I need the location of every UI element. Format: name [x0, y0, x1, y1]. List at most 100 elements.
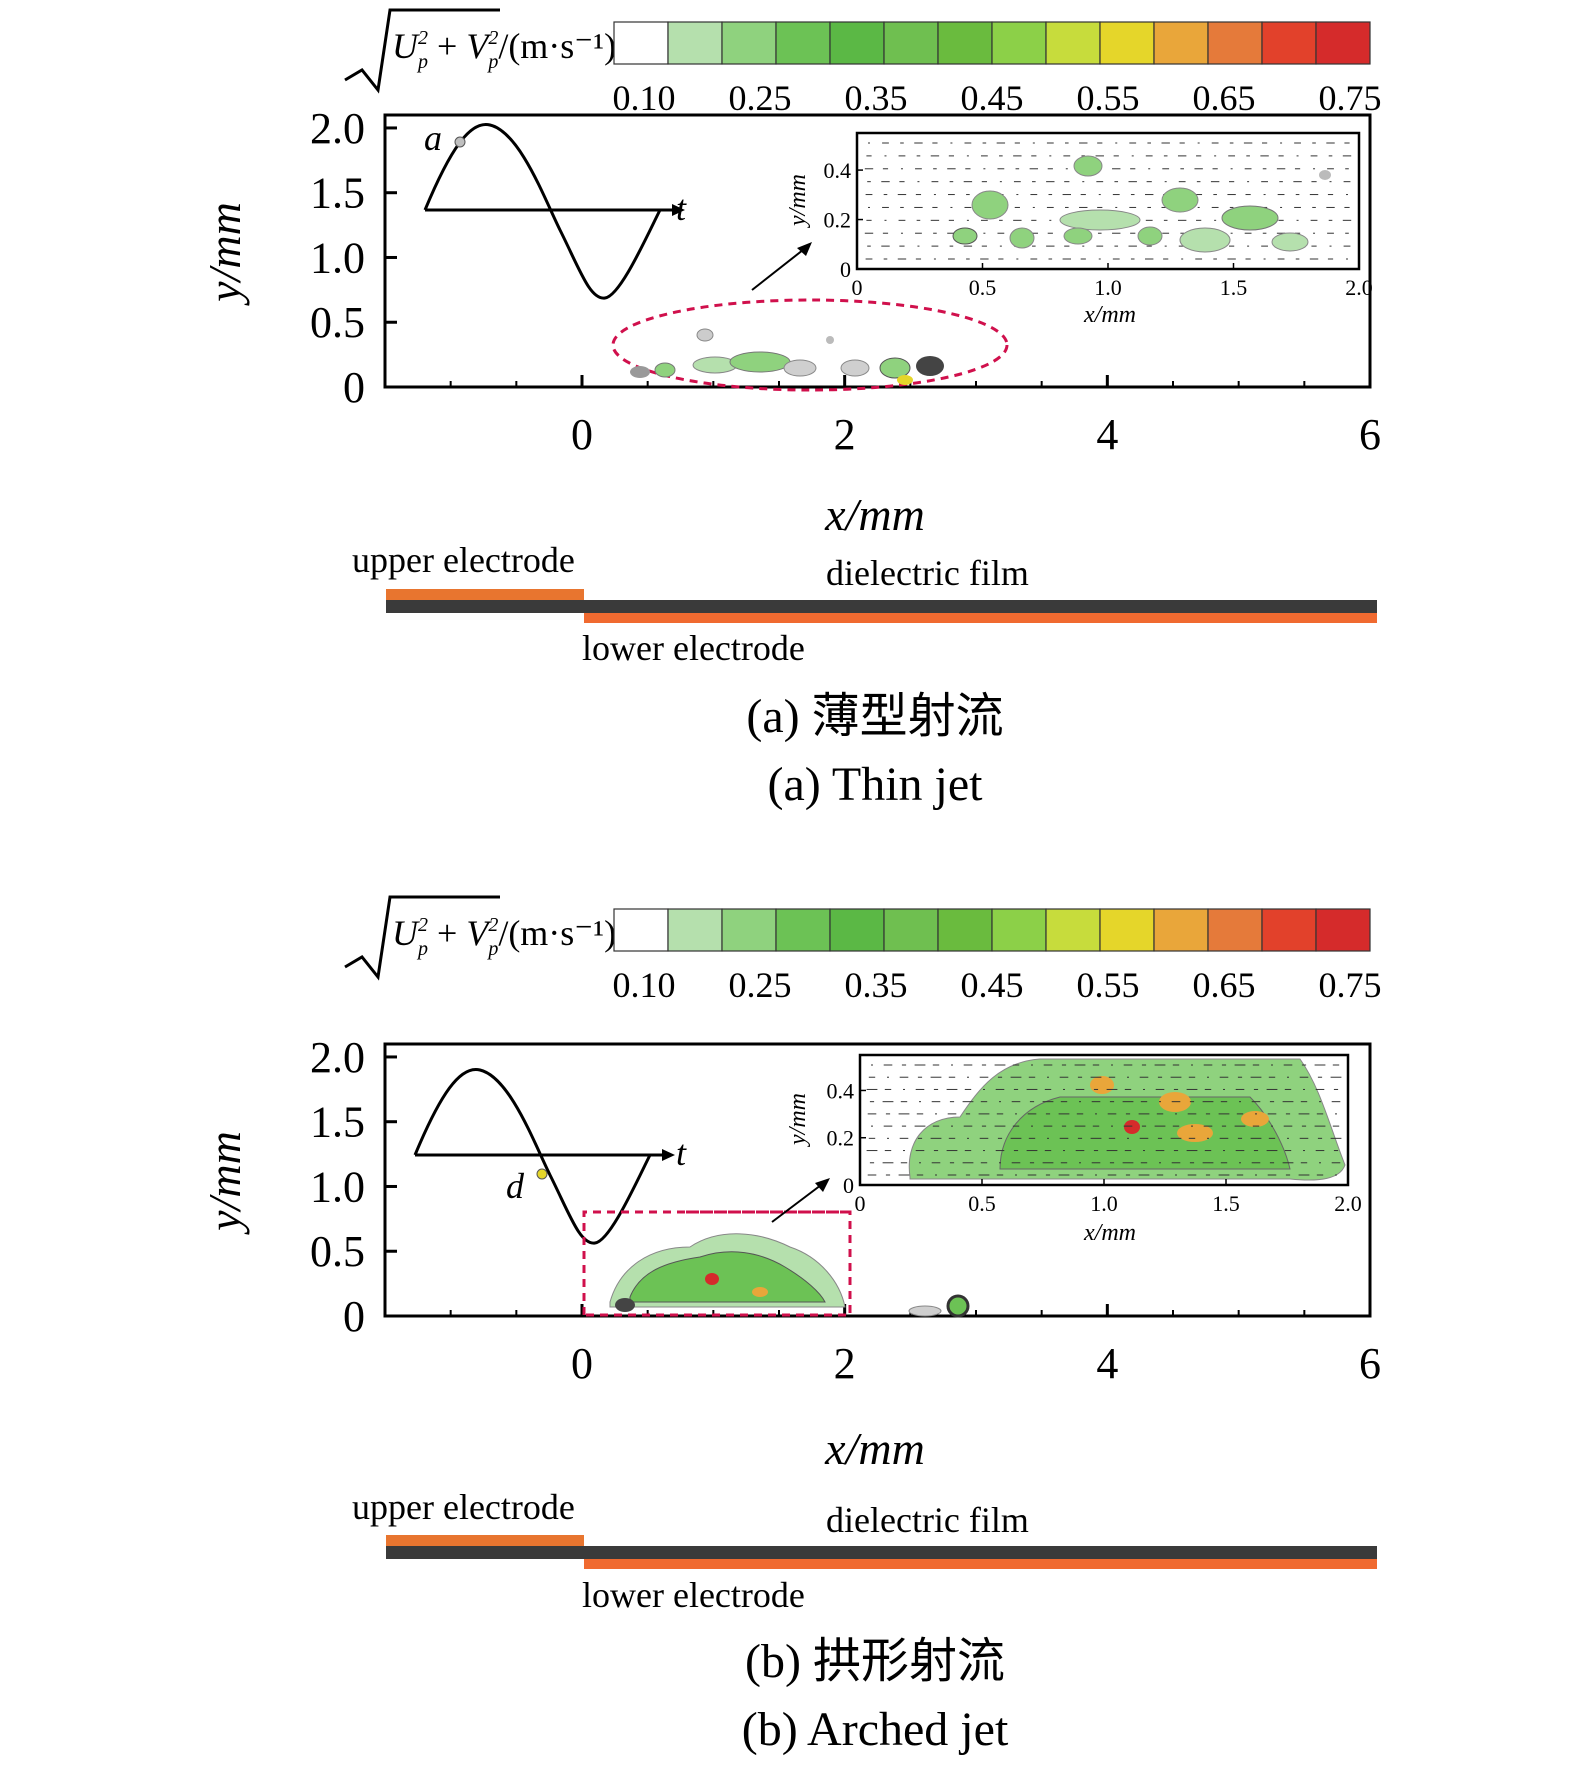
field-blob [615, 1298, 635, 1312]
colorbar-tick-label: 0.45 [961, 965, 1024, 1005]
caption-cn: (a) 薄型射流 [746, 690, 1003, 743]
inset-x-tick-label: 2.0 [1345, 275, 1373, 300]
x-tick-label: 2 [834, 410, 856, 459]
inset-blob [1063, 227, 1093, 245]
inset-y-ticks: 0 0.2 0.4 [827, 1078, 866, 1198]
x-ticks: 0 2 4 6 [384, 1304, 1381, 1388]
inset-x-tick-label: 1.5 [1220, 275, 1248, 300]
x-tick-label: 6 [1359, 410, 1381, 459]
colorbar-cell [937, 908, 993, 952]
inset-x-ticks: 0 0.5 1.0 1.5 2.0 [855, 1179, 1362, 1216]
sqrt-sign [344, 895, 500, 981]
field-blob [705, 1273, 719, 1285]
caption-cn: (b) 拱形射流 [745, 1635, 1005, 1688]
x-axis-title: x/mm [824, 1423, 925, 1474]
inset-y-tick-label: 0.4 [827, 1078, 855, 1103]
upper-electrode-label: upper electrode [352, 1487, 575, 1527]
inset-blob [1073, 155, 1103, 177]
colorbar-cell [829, 21, 885, 65]
inset-blob [1319, 170, 1331, 180]
x-tick-label: 4 [1096, 410, 1118, 459]
panel-a-svg: U2 p + V2 p/(m·s⁻¹) 0.10 0.25 0.35 0.45 0.55 0.… [199, 8, 1382, 811]
field-blob [908, 1305, 942, 1317]
colorbar-cell [721, 21, 777, 65]
inset-x-tick-label: 1.0 [1090, 1191, 1118, 1216]
colorbar-cell [1207, 21, 1263, 65]
dielectric-film [386, 1546, 1377, 1559]
colorbar-cell [1261, 21, 1317, 65]
upper-electrode-label: upper electrode [352, 540, 575, 580]
inset-y-title: y/mm [785, 174, 811, 228]
y-axis-title: y/mm [199, 1131, 250, 1235]
x-tick-label: 6 [1359, 1339, 1381, 1388]
waveform-diagram: a t [423, 118, 687, 300]
colorbar-cell [991, 21, 1047, 65]
field-blob [783, 359, 817, 377]
colorbar-cell [829, 908, 885, 952]
inset-x-tick-label: 0.5 [968, 1191, 996, 1216]
inset-x-tick-label: 0 [852, 275, 863, 300]
inset-blob [999, 1096, 1291, 1170]
colorbar-cell [613, 21, 669, 65]
y-tick-label: 0 [343, 363, 365, 412]
y-tick-label: 0 [343, 1292, 365, 1341]
y-tick-label: 2.0 [310, 104, 365, 153]
y-ticks: 0 0.5 1.0 1.5 2.0 [310, 1033, 397, 1341]
lower-electrode-label: lower electrode [582, 1575, 805, 1615]
colorbar-tick-label: 0.65 [1193, 965, 1256, 1005]
electrode-diagram: upper electrode dielectric film lower el… [352, 1487, 1377, 1615]
inset-blob [1090, 1076, 1114, 1094]
lower-electrode-label: lower electrode [582, 628, 805, 668]
x-tick-label: 2 [834, 1339, 856, 1388]
inset-y-tick-label: 0 [840, 257, 851, 282]
colorbar-cell [1099, 908, 1155, 952]
y-axis-title: y/mm [199, 202, 250, 306]
upper-electrode [386, 589, 584, 600]
x-axis-title: x/mm [824, 489, 925, 540]
dielectric-film [386, 600, 1377, 613]
plot-frame [383, 1042, 1372, 1318]
colorbar-tick-label: 0.25 [729, 965, 792, 1005]
sine-curve [423, 122, 662, 300]
colorbar-cell [1045, 21, 1101, 65]
phase-point [536, 1168, 548, 1180]
inset-vectors [866, 1064, 1342, 1176]
inset-y-tick-label: 0.4 [824, 158, 852, 183]
y-tick-label: 1.0 [310, 233, 365, 282]
sqrt-sign [344, 8, 500, 94]
colorbar-tick-label: 0.75 [1319, 965, 1382, 1005]
inset-y-tick-label: 0 [843, 1173, 854, 1198]
waveform-diagram: d t [413, 1067, 687, 1245]
inset-pointer [751, 245, 809, 291]
waveform-arrow [672, 204, 685, 216]
colorbar-cell [1261, 908, 1317, 952]
panel-b-svg: U2 p + V2 p/(m·s⁻¹) 0.10 0.25 0.35 0.45 0.55 0.… [199, 895, 1382, 1756]
field-blob [879, 357, 911, 379]
inset-x-tick-label: 1.0 [1094, 275, 1122, 300]
colorbar-cell [883, 908, 939, 952]
colorbar-cell [721, 908, 777, 952]
colorbar-tick-label: 0.45 [961, 78, 1024, 118]
field-blob [752, 1287, 768, 1297]
inset-pointer [771, 1181, 826, 1223]
time-label: t [676, 188, 687, 228]
time-label: t [676, 1133, 687, 1173]
colorbar-cell [1207, 908, 1263, 952]
field-blob [654, 362, 676, 378]
y-tick-label: 1.5 [310, 169, 365, 218]
inset-x-title: x/mm [1083, 302, 1136, 328]
x-tick-label: 4 [1096, 1339, 1118, 1388]
inset-y-tick-label: 0.2 [827, 1126, 855, 1151]
colorbar-cell [1153, 908, 1209, 952]
colorbar-tick-label: 0.55 [1077, 78, 1140, 118]
colorbar-tick-label: 0.65 [1193, 78, 1256, 118]
colorbar-cell [667, 908, 723, 952]
field-blob [629, 1251, 826, 1303]
inset-blob [1059, 209, 1141, 231]
field-blob [696, 328, 714, 342]
field-blob [916, 356, 944, 376]
colorbar-cell [775, 21, 831, 65]
inset: 0 0.5 1.0 1.5 2.0 0 0.2 0.4 x/mm y/mm [751, 131, 1373, 328]
phase-label: d [506, 1166, 525, 1206]
colorbar-tick-label: 0.10 [613, 965, 676, 1005]
